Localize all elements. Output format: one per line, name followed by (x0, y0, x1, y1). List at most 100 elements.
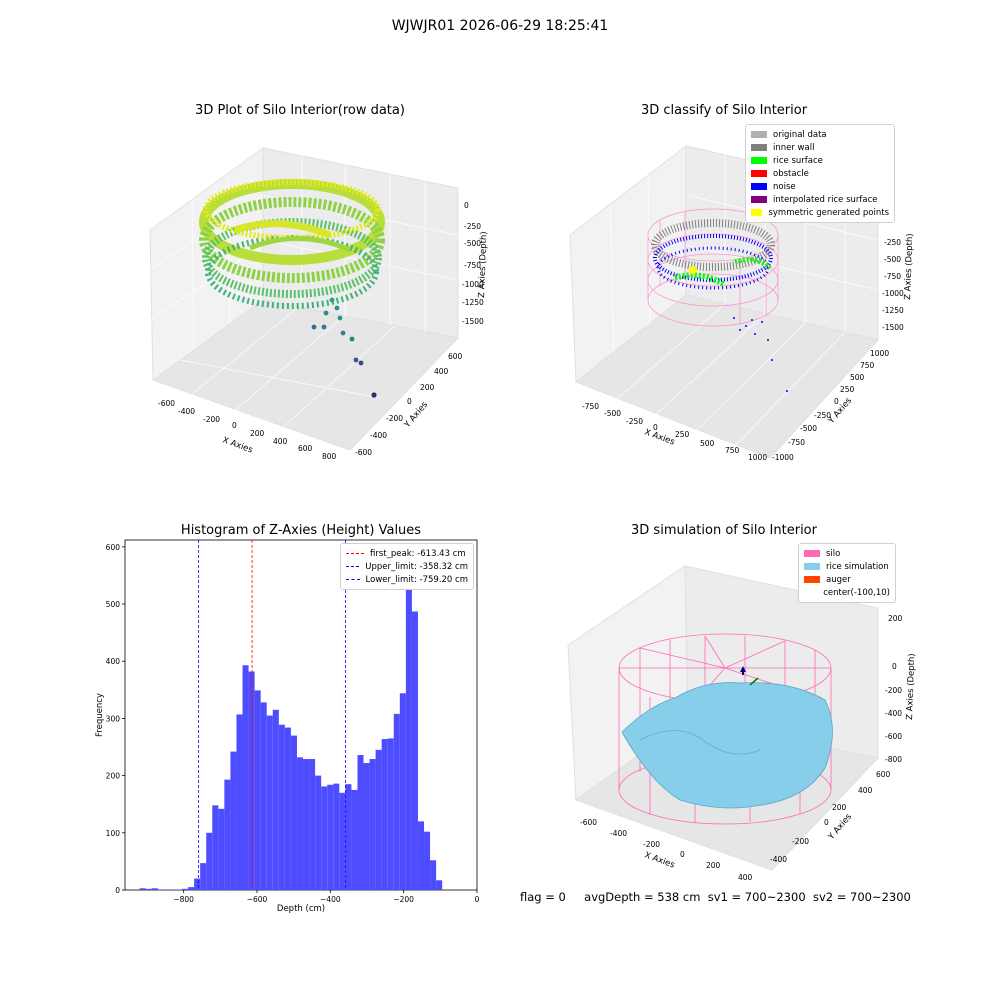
panel1-z-tick: 0 (464, 201, 469, 210)
panel2-z-tick: -1000 (882, 289, 904, 298)
histogram-bar (339, 792, 346, 890)
panel1-x-tick: 400 (273, 437, 288, 446)
histogram-bar (290, 735, 297, 890)
panel4-x-axis-label: X Axies (643, 850, 676, 870)
panel2-z-tick: -1250 (882, 306, 904, 315)
histogram-bar (278, 724, 285, 890)
y-tick-label: 0 (115, 886, 120, 895)
panel2-x-tick: -750 (582, 402, 599, 411)
panel1-y-tick: 200 (420, 383, 435, 392)
histogram-bar (351, 789, 358, 890)
panel3-bars (139, 558, 443, 890)
histogram-bar (436, 880, 443, 890)
histogram-bar (242, 665, 249, 890)
histogram-bar (139, 888, 146, 890)
legend-label: inner wall (773, 142, 815, 153)
histogram-bar (303, 759, 310, 890)
panel2-z-tick: -500 (884, 255, 901, 264)
histogram-bar (381, 739, 388, 890)
panel4-y-tick: 0 (824, 818, 829, 827)
panel3-vlines (198, 540, 347, 890)
histogram-bar (411, 611, 418, 890)
histogram-bar (375, 749, 382, 890)
legend-swatch (804, 589, 817, 596)
histogram-bar (157, 889, 164, 890)
histogram-bar (387, 738, 394, 890)
histogram-bar (266, 715, 273, 890)
histogram-bar (163, 889, 170, 890)
panel1-z-tick: -500 (464, 239, 481, 248)
histogram-bar (212, 805, 219, 890)
panel2-y-tick: 1000 (870, 349, 889, 358)
legend-item-lower-limit: Lower_limit: -759.20 cm (346, 573, 468, 586)
panel1-x-tick: 200 (250, 429, 265, 438)
panel1-z-tick-labels: 0 -250 -500 -750 -1000 -1250 -1500 (462, 201, 484, 326)
histogram-bar (309, 759, 316, 890)
panel1-y-tick-labels: -600 -400 -200 0 200 400 600 (355, 352, 463, 457)
panel2-x-tick-labels: -750 -500 -250 0 250 500 750 1000 (582, 402, 767, 462)
panel1-x-tick: -400 (178, 407, 195, 416)
panel4-rice-surface (621, 682, 833, 809)
panel1-z-tick: -1000 (462, 280, 484, 289)
panel3-legend: first_peak: -613.43 cm Upper_limit: -358… (340, 543, 474, 590)
panel1-point-cloud (199, 179, 385, 309)
histogram-bar (417, 821, 425, 890)
panel2-y-tick: 250 (840, 385, 855, 394)
panel4-simulation-3d-plot: -600 -400 -200 0 200 400 -400 -200 0 200… (567, 565, 917, 882)
legend-item-upper-limit: Upper_limit: -358.32 cm (346, 560, 468, 573)
histogram-bar (296, 757, 304, 890)
panel2-y-tick: 750 (860, 361, 875, 370)
panel1-x-tick: -600 (158, 399, 175, 408)
panel3-y-ticks: 0 100 200 300 400 500 600 (106, 543, 125, 895)
histogram-bar (327, 784, 334, 890)
legend-item-obstacle: obstacle (751, 167, 889, 180)
legend-item-auger: auger (804, 573, 890, 586)
panel1-z-tick: -1250 (462, 298, 484, 307)
legend-label: silo (826, 548, 841, 559)
legend-swatch (804, 576, 820, 583)
panel4-z-tick: 0 (892, 662, 897, 671)
panel4-x-tick: -400 (610, 829, 627, 838)
legend-label: auger (826, 574, 851, 585)
legend-swatch (804, 550, 820, 557)
sv2-value: sv2 = 700~2300 (812, 890, 911, 904)
figure-title: WJWJR01 2026-06-29 18:25:41 (391, 18, 609, 34)
histogram-bar (393, 713, 400, 890)
panel1-z-tick: -250 (464, 222, 481, 231)
legend-item-silo: silo (804, 547, 890, 560)
histogram-bar (369, 759, 376, 890)
histogram-bar (399, 693, 406, 890)
legend-item-rice-surface: rice surface (751, 154, 889, 167)
panel2-z-tick: -1500 (882, 323, 904, 332)
panel2-y-tick: -500 (800, 424, 817, 433)
histogram-bar (345, 784, 352, 890)
panel1-y-tick: 0 (407, 397, 412, 406)
panel4-z-tick: -400 (885, 709, 902, 718)
legend-swatch (751, 183, 767, 190)
panel2-x-tick: -250 (626, 417, 643, 426)
y-tick-label: 200 (106, 772, 121, 781)
histogram-bar (206, 832, 213, 890)
histogram-bar (405, 558, 412, 890)
panel4-rice-contour (639, 729, 761, 755)
panel4-x-tick-labels: -600 -400 -200 0 200 400 (580, 818, 753, 882)
panel2-y-tick-labels: -1000 -750 -500 -250 0 250 500 750 1000 (772, 349, 889, 462)
histogram-bar (218, 808, 225, 890)
panel3-y-axis-label: Frequency (95, 693, 105, 737)
avg-depth-value: avgDepth = 538 cm (584, 890, 701, 904)
legend-item-inner-wall: inner wall (751, 141, 889, 154)
panel2-x-tick: 750 (725, 446, 740, 455)
legend-item-interpolated-rice-surface: interpolated rice surface (751, 193, 889, 206)
panel4-y-axis-label: Y Axies (826, 812, 854, 843)
legend-label: first_peak: -613.43 cm (370, 548, 466, 559)
legend-label: obstacle (773, 168, 809, 179)
panel4-x-tick: 200 (706, 861, 721, 870)
panel4-y-tick: 400 (858, 786, 873, 795)
panel1-z-tick: -1500 (462, 317, 484, 326)
x-tick-label: −400 (320, 895, 341, 904)
y-tick-label: 300 (106, 714, 121, 723)
histogram-bar (145, 888, 152, 890)
histogram-bar (363, 763, 370, 890)
histogram-bar (248, 671, 255, 890)
panel4-y-tick-labels: -400 -200 0 200 400 600 (770, 770, 891, 864)
